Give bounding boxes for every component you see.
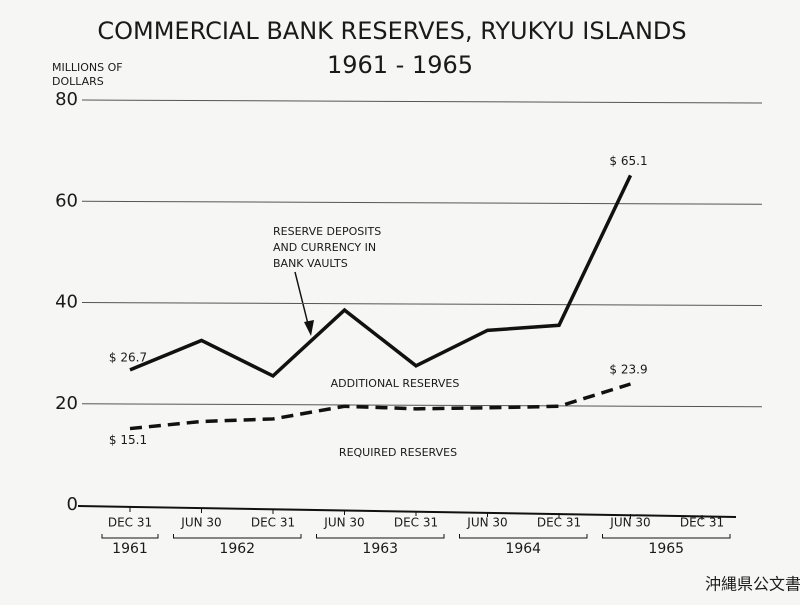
year-label: 1964 (505, 541, 541, 557)
value-label: $ 26.7 (109, 350, 147, 364)
x-tick-label: JUN 30 (180, 516, 221, 530)
annotation-arrow (294, 271, 310, 329)
year-label: 1965 (648, 541, 684, 557)
x-tick-label: DEC 31 (680, 516, 724, 530)
y-tick-label: 80 (55, 89, 78, 110)
y-tick-label: 0 (67, 494, 78, 515)
series-line (129, 174, 633, 379)
y-tick-label: 40 (55, 292, 78, 313)
x-tick-label: JUN 30 (609, 516, 650, 530)
grid-line (81, 99, 763, 104)
grid-line (81, 403, 763, 408)
annotation: ADDITIONAL RESERVES (331, 377, 460, 390)
y-tick-label: 60 (55, 190, 78, 211)
year-bracket (316, 534, 445, 539)
x-tick-label: DEC 31 (108, 516, 152, 530)
year-bracket (173, 534, 302, 539)
x-tick-label: DEC 31 (394, 516, 438, 530)
x-axis (77, 505, 737, 518)
y-axis-label: MILLIONS OF (52, 61, 123, 74)
y-axis-label: DOLLARS (52, 75, 104, 88)
x-tick-label: JUN 30 (466, 516, 507, 530)
annotation: REQUIRED RESERVES (339, 446, 457, 459)
grid-line (81, 302, 763, 306)
chart-title: COMMERCIAL BANK RESERVES, RYUKYU ISLANDS (97, 17, 686, 45)
year-label: 1961 (112, 541, 148, 557)
annotation: BANK VAULTS (273, 257, 348, 270)
x-tick-label: DEC 31 (251, 516, 295, 530)
year-bracket (602, 534, 731, 539)
value-label: $ 15.1 (109, 433, 147, 447)
annotation: RESERVE DEPOSITS (273, 225, 381, 238)
value-label: $ 23.9 (609, 363, 647, 377)
annotation: AND CURRENCY IN (273, 241, 376, 254)
x-tick-label: DEC 31 (537, 516, 581, 530)
arrow-head (304, 320, 314, 336)
year-label: 1962 (219, 541, 255, 557)
value-label: $ 65.1 (609, 154, 647, 168)
year-label: 1963 (362, 541, 398, 557)
year-bracket (459, 534, 588, 539)
grid-line (81, 200, 763, 205)
chart-subtitle: 1961 - 1965 (327, 51, 473, 79)
watermark: 沖縄県公文書館 (705, 575, 800, 594)
y-tick-label: 20 (55, 393, 78, 414)
series-line (129, 382, 632, 431)
x-tick-label: JUN 30 (323, 516, 364, 530)
year-bracket (101, 534, 159, 539)
